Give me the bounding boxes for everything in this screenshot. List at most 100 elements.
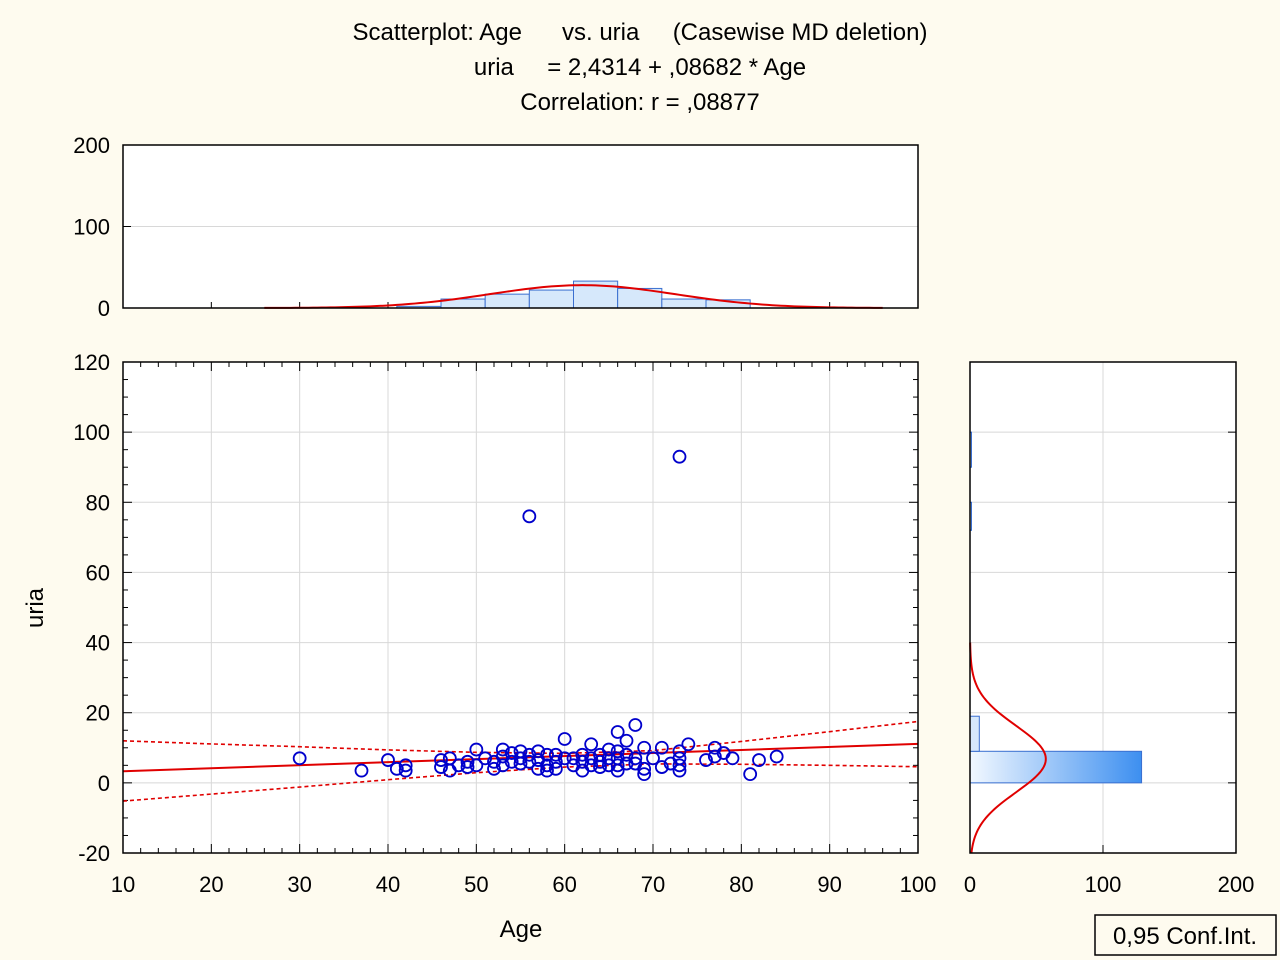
age-histogram-bar [661, 298, 707, 309]
hist-x-tick-label: 100 [1085, 872, 1122, 897]
x-tick-label: 100 [900, 872, 937, 897]
data-point [584, 758, 599, 773]
y-tick-label: 0 [98, 771, 110, 796]
age-histogram-panel: 0 100 200 [73, 133, 919, 321]
data-point [557, 732, 572, 746]
data-point [743, 767, 758, 781]
data-point [575, 754, 590, 769]
data-point [522, 509, 537, 524]
data-point [434, 760, 448, 774]
data-point [707, 749, 722, 764]
data-point [672, 744, 687, 759]
data-point [540, 747, 554, 762]
x-tick-label: 80 [729, 872, 753, 897]
data-point [637, 767, 652, 781]
y-tick-label: 100 [73, 420, 110, 445]
data-point [584, 737, 599, 752]
data-point [381, 753, 395, 767]
data-point [487, 761, 501, 776]
scatter-plot-panel: 10 20 30 40 50 60 70 80 90 100 -20 0 20 40 60 80 100 120 [73, 350, 936, 897]
data-point [672, 763, 687, 778]
confidence-interval-legend: 0,95 Conf.Int. [1094, 914, 1277, 956]
x-tick-label: 90 [817, 872, 841, 897]
x-tick-label: 10 [111, 872, 135, 897]
data-point [478, 751, 493, 766]
data-point [681, 737, 696, 752]
y-tick-label: 120 [73, 350, 110, 375]
data-point [292, 751, 307, 766]
uria-histogram-bar [969, 715, 980, 752]
data-point [672, 758, 687, 773]
hist-y-tick-label: 200 [73, 133, 110, 158]
data-point [610, 758, 625, 773]
y-tick-label: -20 [78, 841, 110, 866]
correlation-text: Correlation: r = ,08877 [520, 89, 759, 116]
data-point [654, 740, 669, 755]
data-point [610, 744, 625, 759]
data-point [725, 751, 740, 766]
chart-title: Scatterplot: Age vs. uria (Casewise MD d… [353, 19, 928, 46]
data-point [531, 744, 546, 759]
data-point [469, 758, 484, 773]
plot-border [122, 361, 919, 854]
data-point [619, 733, 634, 748]
data-point [495, 742, 510, 757]
data-point [389, 761, 404, 776]
data-point [504, 754, 519, 769]
uria-histogram-bar [969, 750, 1143, 784]
data-point [637, 761, 652, 776]
data-point [769, 749, 784, 764]
y-tick-label: 40 [86, 631, 110, 656]
data-point [460, 754, 475, 769]
y-tick-label: 20 [86, 701, 110, 726]
data-point [584, 751, 599, 766]
x-tick-label: 20 [199, 872, 223, 897]
data-point [540, 758, 554, 773]
data-point [548, 761, 563, 776]
x-axis-title: Age [500, 916, 543, 943]
hist-y-tick-label: 100 [73, 215, 110, 240]
data-point [628, 718, 643, 732]
data-point [354, 763, 369, 778]
data-point [469, 742, 484, 757]
data-point [557, 751, 572, 766]
hist-x-tick-label: 0 [964, 872, 976, 897]
x-tick-label: 30 [287, 872, 311, 897]
data-point [531, 761, 546, 776]
age-normal-curve [264, 284, 883, 309]
data-point [460, 760, 475, 774]
uria-normal-curve [969, 642, 1047, 854]
plot-area [123, 362, 918, 853]
data-point [513, 756, 528, 771]
legend-box [1094, 914, 1277, 956]
data-point [495, 758, 510, 773]
hist-y-tick-label: 0 [98, 296, 110, 321]
age-histogram-bar [528, 289, 574, 309]
data-point [610, 725, 625, 739]
data-point [575, 747, 590, 762]
data-point [434, 753, 448, 767]
data-point [637, 740, 652, 755]
data-point [654, 760, 669, 774]
y-axis-title: uria [22, 587, 49, 628]
data-point [628, 751, 643, 766]
x-tick-label: 40 [376, 872, 400, 897]
y-tick-label: 60 [86, 560, 110, 585]
data-point [566, 751, 581, 766]
data-point [752, 753, 766, 767]
data-point [398, 758, 413, 773]
legend-label: 0,95 Conf.Int. [1113, 923, 1257, 950]
data-point [593, 760, 607, 774]
data-point [522, 754, 537, 769]
data-point [672, 449, 687, 464]
age-histogram-bar [484, 293, 530, 309]
hist-x-tick-label: 200 [1218, 872, 1255, 897]
data-point [593, 754, 607, 769]
uria-histogram-panel: 0 100 200 [964, 361, 1255, 897]
data-point [601, 751, 616, 766]
data-point [699, 753, 713, 767]
regression-equation: uria = 2,4314 + ,08682 * Age [474, 54, 806, 81]
y-tick-label: 80 [86, 490, 110, 515]
data-point [513, 751, 528, 766]
